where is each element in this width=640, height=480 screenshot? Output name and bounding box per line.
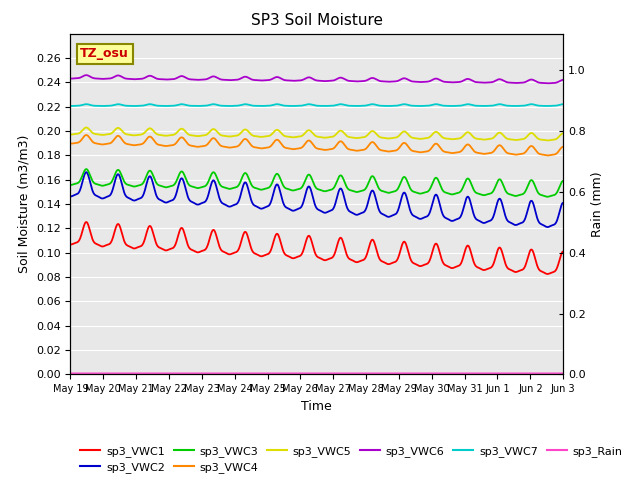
sp3_VWC7 [306,101,314,107]
sp3_VWC4 [67,141,74,146]
sp3_Rain [67,370,74,376]
sp3_VWC7 [293,103,301,109]
sp3_VWC6 [293,78,301,84]
Line: sp3_VWC3: sp3_VWC3 [70,169,563,197]
sp3_VWC3 [543,194,551,200]
sp3_VWC1 [293,254,301,260]
sp3_VWC4 [293,146,301,152]
sp3_VWC5 [92,131,100,137]
sp3_VWC3 [67,182,74,188]
sp3_VWC5 [293,134,301,140]
Line: sp3_VWC6: sp3_VWC6 [70,75,563,84]
sp3_Rain [545,370,553,376]
sp3_VWC4 [83,132,90,138]
sp3_VWC7 [92,103,99,108]
sp3_VWC1 [83,219,90,225]
sp3_VWC2 [455,216,463,221]
sp3_VWC2 [545,224,553,229]
Legend: sp3_VWC1, sp3_VWC2, sp3_VWC3, sp3_VWC4, sp3_VWC5, sp3_VWC6, sp3_VWC7, sp3_Rain: sp3_VWC1, sp3_VWC2, sp3_VWC3, sp3_VWC4, … [76,441,627,478]
sp3_VWC7 [545,103,553,109]
Title: SP3 Soil Moisture: SP3 Soil Moisture [251,13,383,28]
sp3_VWC2 [307,185,314,191]
Line: sp3_VWC2: sp3_VWC2 [70,172,563,227]
sp3_VWC6 [83,72,90,78]
sp3_Rain [454,370,462,376]
sp3_VWC1 [545,271,553,276]
sp3_VWC3 [545,193,553,199]
Text: TZ_osu: TZ_osu [80,48,129,60]
sp3_VWC5 [455,136,463,142]
sp3_VWC1 [543,271,551,277]
sp3_VWC5 [83,125,90,131]
sp3_VWC4 [559,144,567,150]
sp3_VWC2 [545,224,553,229]
sp3_VWC2 [559,200,567,205]
sp3_VWC2 [293,206,301,212]
sp3_VWC6 [543,81,551,86]
sp3_VWC5 [545,137,553,143]
Line: sp3_VWC7: sp3_VWC7 [70,104,563,106]
Y-axis label: Rain (mm): Rain (mm) [591,171,604,237]
sp3_VWC3 [92,181,100,187]
sp3_VWC2 [67,193,74,199]
Line: sp3_VWC5: sp3_VWC5 [70,128,563,141]
X-axis label: Time: Time [301,400,332,413]
sp3_VWC6 [67,76,74,82]
Y-axis label: Soil Moisture (m3/m3): Soil Moisture (m3/m3) [17,135,30,273]
sp3_VWC5 [543,138,551,144]
sp3_VWC3 [307,173,314,179]
sp3_VWC1 [307,235,314,240]
sp3_VWC7 [559,101,567,107]
sp3_VWC4 [307,138,314,144]
sp3_VWC3 [83,166,90,172]
sp3_VWC4 [543,153,551,158]
sp3_Rain [559,370,567,376]
sp3_VWC1 [92,241,100,247]
sp3_Rain [92,370,99,376]
sp3_VWC2 [83,169,90,175]
sp3_VWC1 [545,271,553,276]
sp3_VWC7 [454,103,462,108]
sp3_VWC1 [559,249,567,254]
sp3_VWC6 [455,79,463,85]
sp3_VWC2 [543,224,551,230]
sp3_VWC1 [455,263,463,269]
sp3_VWC3 [545,193,553,199]
sp3_VWC3 [293,187,301,192]
sp3_VWC3 [455,190,463,196]
sp3_VWC6 [559,77,567,83]
sp3_VWC1 [67,241,74,247]
sp3_Rain [293,370,301,376]
sp3_VWC4 [545,153,553,158]
sp3_VWC6 [92,75,100,81]
sp3_VWC5 [545,137,553,143]
sp3_VWC7 [67,103,74,109]
sp3_VWC6 [307,75,314,81]
sp3_VWC7 [545,103,552,109]
sp3_VWC4 [545,152,553,158]
sp3_VWC6 [545,80,553,86]
sp3_VWC5 [67,132,74,137]
sp3_Rain [306,370,314,376]
sp3_VWC4 [92,141,100,146]
Line: sp3_VWC4: sp3_VWC4 [70,135,563,156]
Line: sp3_VWC1: sp3_VWC1 [70,222,563,274]
sp3_VWC3 [559,178,567,184]
sp3_VWC6 [545,80,553,86]
sp3_VWC5 [307,128,314,133]
sp3_VWC5 [559,131,567,136]
sp3_VWC4 [455,149,463,155]
sp3_VWC2 [92,192,100,198]
sp3_Rain [545,370,552,376]
